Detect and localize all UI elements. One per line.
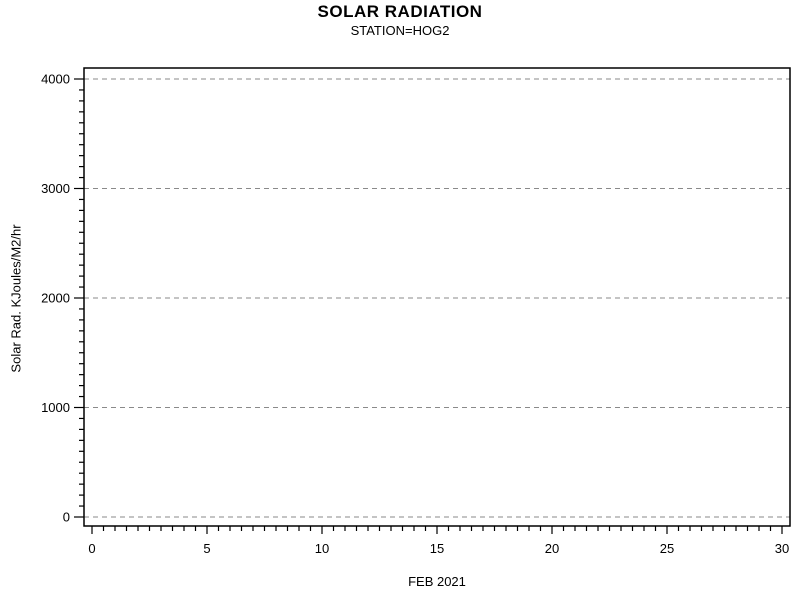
x-tick-label: 5 — [203, 541, 210, 556]
y-tick-label: 2000 — [41, 291, 70, 306]
plot-frame — [83, 67, 791, 527]
x-tick-label: 10 — [315, 541, 329, 556]
x-tick-label: 25 — [660, 541, 674, 556]
x-tick-label: 20 — [545, 541, 559, 556]
chart-subtitle: STATION=HOG2 — [350, 23, 450, 38]
y-tick-label: 4000 — [41, 72, 70, 87]
chart-title: SOLAR RADIATION — [317, 2, 483, 21]
x-tick-label: 15 — [430, 541, 444, 556]
x-tick-label: 30 — [775, 541, 789, 556]
x-tick-label: 0 — [88, 541, 95, 556]
y-tick-label: 3000 — [41, 181, 70, 196]
y-tick-label: 1000 — [41, 400, 70, 415]
x-axis-label: FEB 2021 — [408, 574, 466, 589]
y-tick-label: 0 — [63, 510, 70, 525]
